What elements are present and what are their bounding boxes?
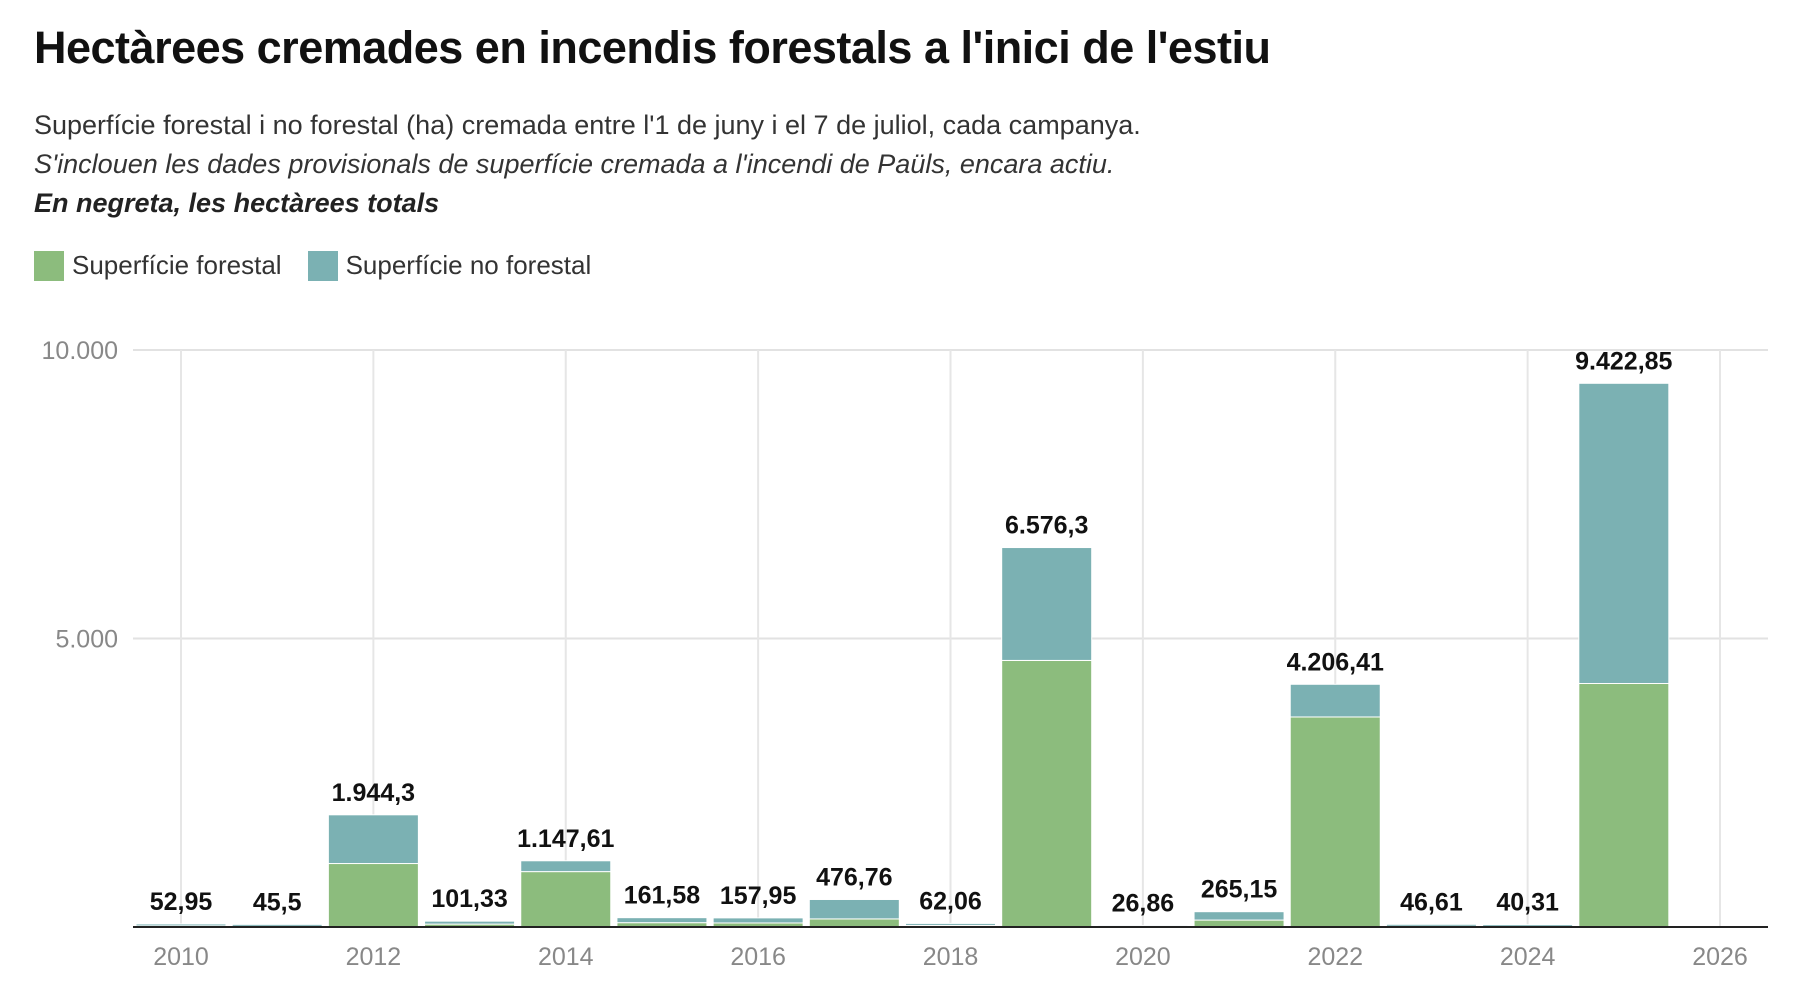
bar-forestal [1001, 659, 1093, 928]
x-tick-label: 2014 [538, 943, 594, 971]
total-data-label: 1.944,3 [332, 779, 415, 807]
legend-swatch [307, 250, 338, 281]
chart-note-bold: En negreta, les hectàrees totals [34, 188, 440, 218]
total-data-label: 46,61 [1400, 888, 1463, 916]
bar-forestal [1578, 683, 1670, 928]
bar-forestal [1289, 716, 1381, 928]
bar-forestal [808, 918, 900, 928]
bar-no-forestal [424, 920, 516, 925]
total-data-label: 45,5 [253, 888, 302, 916]
bar-forestal [520, 871, 612, 928]
total-data-label: 101,33 [431, 885, 507, 913]
x-tick-label: 2026 [1692, 943, 1748, 971]
total-data-label: 52,95 [150, 888, 213, 916]
total-data-label: 476,76 [816, 863, 892, 891]
chart-title: Hectàrees cremades en incendis forestals… [34, 22, 1271, 73]
x-tick-label: 2016 [730, 943, 786, 971]
bar-no-forestal [1001, 547, 1093, 661]
bar-no-forestal [905, 922, 996, 926]
bar-no-forestal [1289, 683, 1381, 718]
legend-swatch [34, 250, 64, 281]
bar-no-forestal [616, 917, 708, 924]
bar-no-forestal [808, 898, 900, 920]
total-data-label: 6.576,3 [1005, 512, 1088, 540]
total-data-label: 265,15 [1201, 876, 1278, 904]
bar-no-forestal [327, 814, 419, 865]
legend-item-no-forestal: Superfície no forestal [307, 250, 592, 281]
legend-label: Superfície forestal [72, 250, 282, 280]
legend: Superfície forestal Superfície no forest… [34, 250, 591, 281]
total-data-label: 9.422,85 [1575, 347, 1672, 375]
bar-no-forestal [712, 917, 804, 924]
x-tick-label: 2018 [923, 943, 979, 971]
bar-no-forestal [520, 860, 612, 873]
bar-no-forestal [1193, 911, 1285, 921]
total-data-label: 40,31 [1496, 889, 1559, 917]
y-tick-label: 5.000 [55, 626, 118, 654]
total-data-label: 4.206,41 [1287, 648, 1384, 676]
total-data-label: 62,06 [919, 887, 982, 915]
bar-forestal [1193, 919, 1285, 928]
chart-note: S'inclouen les dades provisionals de sup… [34, 149, 1115, 179]
legend-label: Superfície no forestal [345, 250, 592, 280]
y-tick-label: 10.000 [42, 337, 118, 365]
bar-no-forestal [135, 923, 227, 927]
x-tick-label: 2024 [1500, 943, 1556, 971]
x-tick-label: 2012 [346, 943, 402, 971]
total-data-label: 1.147,61 [517, 825, 614, 853]
bar-forestal [327, 863, 419, 928]
legend-item-forestal: Superfície forestal [34, 250, 282, 281]
x-tick-label: 2020 [1115, 943, 1171, 971]
total-data-label: 26,86 [1112, 889, 1175, 917]
x-tick-label: 2022 [1307, 943, 1363, 971]
x-tick-label: 2010 [153, 943, 209, 971]
bar-no-forestal [1578, 382, 1670, 685]
total-data-label: 161,58 [624, 882, 701, 910]
total-data-label: 157,95 [720, 882, 797, 910]
chart-subtitle: Superfície forestal i no forestal (ha) c… [34, 110, 1141, 140]
